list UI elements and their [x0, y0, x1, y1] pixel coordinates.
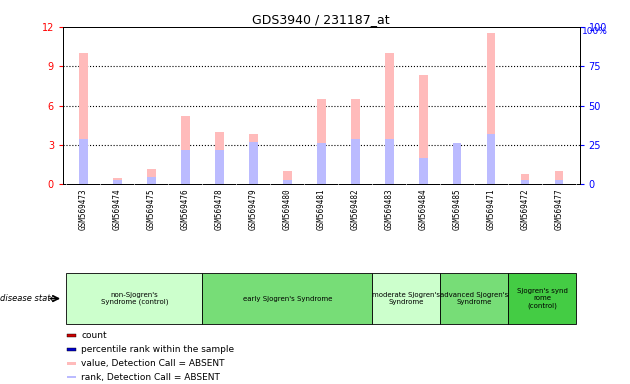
Bar: [147, 177, 156, 184]
Bar: [283, 171, 292, 184]
Bar: [67, 362, 76, 364]
Text: non-Sjogren's
Syndrome (control): non-Sjogren's Syndrome (control): [101, 292, 168, 305]
Text: GSM569481: GSM569481: [317, 189, 326, 230]
Text: advanced Sjogren's
Syndrome: advanced Sjogren's Syndrome: [440, 292, 508, 305]
Title: GDS3940 / 231187_at: GDS3940 / 231187_at: [253, 13, 390, 26]
Text: early Sjogren's Syndrome: early Sjogren's Syndrome: [243, 296, 332, 301]
Text: GSM569477: GSM569477: [554, 189, 564, 230]
Text: GSM569474: GSM569474: [113, 189, 122, 230]
Text: disease state: disease state: [0, 294, 55, 303]
Bar: [487, 33, 495, 184]
Bar: [66, 273, 202, 324]
Bar: [372, 273, 440, 324]
Text: GSM569471: GSM569471: [487, 189, 496, 230]
Bar: [249, 142, 258, 184]
Text: percentile rank within the sample: percentile rank within the sample: [81, 345, 234, 354]
Bar: [215, 150, 224, 184]
Text: moderate Sjogren's
Syndrome: moderate Sjogren's Syndrome: [372, 292, 440, 305]
Text: GSM569476: GSM569476: [181, 189, 190, 230]
Text: GSM569484: GSM569484: [419, 189, 428, 230]
Bar: [555, 180, 563, 184]
Bar: [385, 53, 394, 184]
Text: GSM569480: GSM569480: [283, 189, 292, 230]
Text: count: count: [81, 331, 106, 340]
Bar: [419, 75, 428, 184]
Bar: [202, 273, 372, 324]
Text: 100%: 100%: [582, 27, 608, 36]
Bar: [147, 169, 156, 184]
Text: GSM569478: GSM569478: [215, 189, 224, 230]
Text: GSM569473: GSM569473: [79, 189, 88, 230]
Bar: [249, 134, 258, 184]
Bar: [181, 116, 190, 184]
Text: GSM569472: GSM569472: [521, 189, 530, 230]
Text: Sjogren's synd
rome
(control): Sjogren's synd rome (control): [517, 288, 568, 309]
Bar: [385, 139, 394, 184]
Bar: [79, 53, 88, 184]
Bar: [215, 132, 224, 184]
Bar: [317, 142, 326, 184]
Bar: [79, 139, 88, 184]
Bar: [113, 180, 122, 184]
Text: rank, Detection Call = ABSENT: rank, Detection Call = ABSENT: [81, 372, 220, 382]
Bar: [521, 180, 529, 184]
Text: GSM569475: GSM569475: [147, 189, 156, 230]
Bar: [555, 171, 563, 184]
Bar: [440, 273, 508, 324]
Bar: [419, 158, 428, 184]
Bar: [113, 178, 122, 184]
Text: GSM569479: GSM569479: [249, 189, 258, 230]
Bar: [181, 150, 190, 184]
Text: GSM569485: GSM569485: [453, 189, 462, 230]
Bar: [453, 142, 462, 184]
Bar: [67, 348, 76, 351]
Bar: [351, 139, 360, 184]
Bar: [67, 376, 76, 379]
Bar: [508, 273, 576, 324]
Text: value, Detection Call = ABSENT: value, Detection Call = ABSENT: [81, 359, 224, 367]
Text: GSM569482: GSM569482: [351, 189, 360, 230]
Bar: [453, 147, 462, 184]
Text: GSM569483: GSM569483: [385, 189, 394, 230]
Bar: [67, 334, 76, 337]
Bar: [317, 99, 326, 184]
Bar: [351, 99, 360, 184]
Bar: [487, 134, 495, 184]
Bar: [283, 180, 292, 184]
Bar: [521, 174, 529, 184]
